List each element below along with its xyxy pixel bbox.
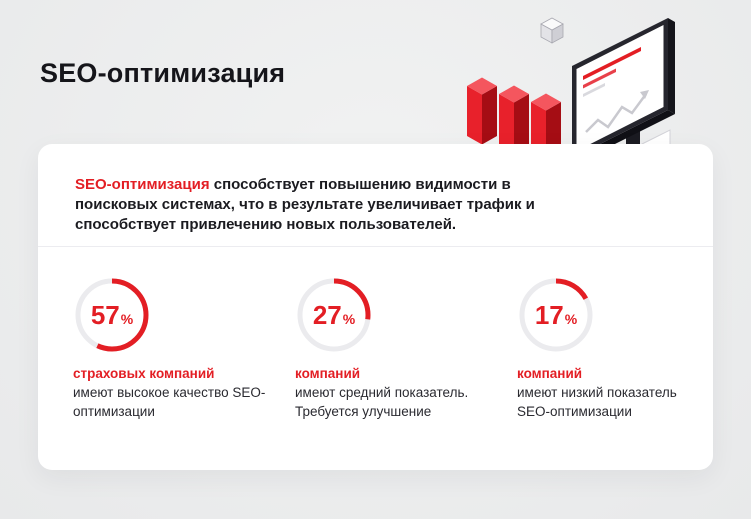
- divider: [38, 246, 713, 247]
- stat-lead: страховых компаний: [73, 366, 215, 381]
- donut-gauge: 57%: [73, 276, 151, 354]
- percent-number: 27: [312, 300, 342, 330]
- donut-chart-icon: [519, 278, 593, 352]
- percent-sign: %: [342, 311, 356, 327]
- content-card: SEO-оптимизация способствует повышению в…: [38, 144, 713, 470]
- donut-chart-icon: [75, 278, 149, 352]
- donut-value: 57%: [73, 276, 151, 354]
- stat-description: имеют низкий показатель SEO-оптимизации: [517, 385, 677, 419]
- donut-chart-icon: [297, 278, 371, 352]
- donut-gauge: 17%: [517, 276, 595, 354]
- stats-row: 57% страховых компаний имеют высокое кач…: [73, 276, 703, 421]
- stat-block: 17% компаний имеют низкий показатель SEO…: [517, 276, 739, 421]
- percent-sign: %: [564, 311, 578, 327]
- donut-value: 27%: [295, 276, 373, 354]
- percent-sign: %: [120, 311, 134, 327]
- stat-lead: компаний: [517, 366, 583, 381]
- percent-number: 57: [90, 300, 120, 330]
- intro-paragraph: SEO-оптимизация способствует повышению в…: [75, 175, 549, 235]
- stat-description: имеют средний показатель. Требуется улуч…: [295, 385, 469, 419]
- stat-block: 57% страховых компаний имеют высокое кач…: [73, 276, 295, 421]
- donut-gauge: 27%: [295, 276, 373, 354]
- donut-value: 17%: [517, 276, 595, 354]
- page-title: SEO-оптимизация: [40, 58, 286, 88]
- stat-description: имеют высокое качество SEO-оптимизации: [73, 385, 266, 419]
- stat-lead: компаний: [295, 366, 361, 381]
- cube-icon: [540, 17, 564, 44]
- percent-number: 17: [534, 300, 564, 330]
- stat-block: 27% компаний имеют средний показатель. Т…: [295, 276, 517, 421]
- intro-text: способствует повышению видимости в поиск…: [75, 176, 535, 233]
- intro-highlight: SEO-оптимизация: [75, 176, 210, 193]
